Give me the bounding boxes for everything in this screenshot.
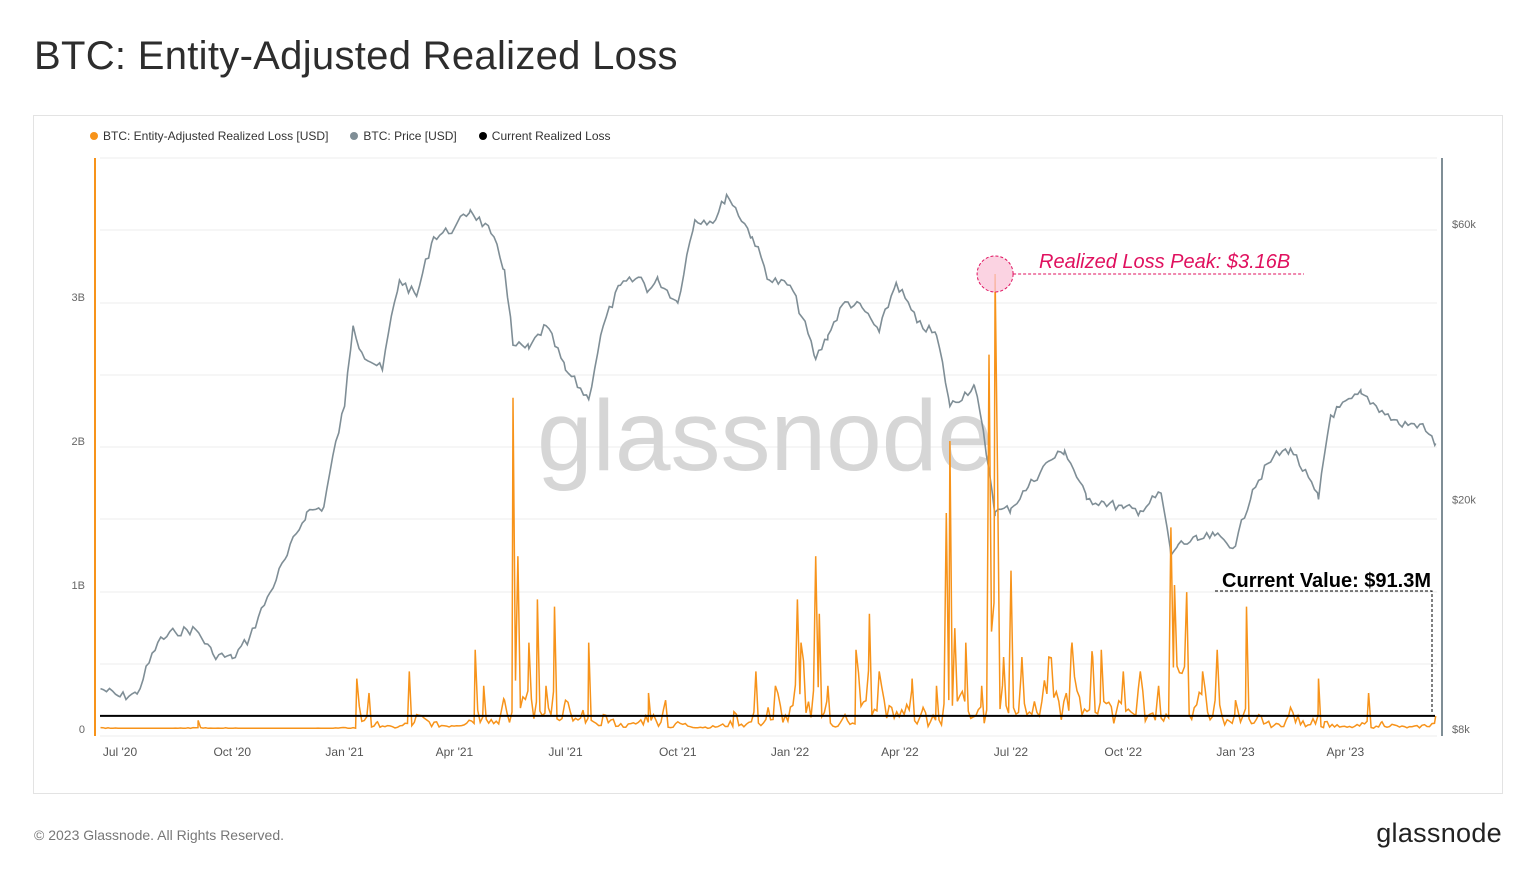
x-tick-label: Apr '23 (1327, 745, 1365, 759)
x-tick-label: Apr '21 (436, 745, 474, 759)
legend-item-current[interactable]: Current Realized Loss (478, 129, 611, 143)
x-tick-label: Jan '23 (1216, 745, 1255, 759)
current-value-annotation: Current Value: $91.3M (1222, 570, 1431, 592)
price-series-line (100, 192, 1437, 701)
x-tick-label: Oct '21 (659, 745, 697, 759)
loss-series-line (100, 273, 1437, 730)
legend-dot-icon (350, 132, 359, 140)
peak-marker (976, 255, 1014, 293)
chart-card (33, 115, 1503, 794)
current-value-bracket (1215, 590, 1433, 714)
page-title: BTC: Entity-Adjusted Realized Loss (34, 34, 678, 78)
legend-item-loss[interactable]: BTC: Entity-Adjusted Realized Loss [USD] (90, 129, 328, 143)
legend-dot-icon (478, 132, 487, 140)
legend-label: BTC: Price [USD] (363, 129, 457, 143)
watermark: glassnode (537, 380, 993, 492)
legend-dot-icon (90, 132, 98, 140)
x-tick-label: Jan '21 (325, 745, 364, 759)
y-left-tick-label: 2B (72, 436, 85, 448)
x-tick-label: Apr '22 (881, 745, 919, 759)
peak-annotation-label: Realized Loss Peak: $3.16B (1039, 251, 1290, 273)
copyright: © 2023 Glassnode. All Rights Reserved. (34, 827, 285, 843)
x-tick-label: Oct '22 (1104, 745, 1142, 759)
chart-legend: BTC: Entity-Adjusted Realized Loss [USD]… (90, 129, 611, 143)
legend-label: BTC: Entity-Adjusted Realized Loss [USD] (103, 129, 329, 143)
legend-item-price[interactable]: BTC: Price [USD] (350, 129, 457, 143)
y-left-tick-label: 0 (79, 724, 85, 736)
y-left-tick-label: 3B (72, 292, 85, 304)
y-left-tick-label: 1B (72, 580, 85, 592)
y-right-tick-label: $60k (1452, 219, 1476, 231)
x-tick-label: Jan '22 (771, 745, 810, 759)
x-tick-label: Jul '20 (103, 745, 138, 759)
y-right-tick-label: $20k (1452, 494, 1476, 506)
x-tick-label: Jul '22 (994, 745, 1029, 759)
y-right-tick-label: $8k (1452, 724, 1470, 736)
x-tick-label: Jul '21 (548, 745, 583, 759)
x-tick-label: Oct '20 (213, 745, 251, 759)
legend-label: Current Realized Loss (491, 129, 611, 143)
glassnode-logo: glassnode (1376, 818, 1502, 848)
